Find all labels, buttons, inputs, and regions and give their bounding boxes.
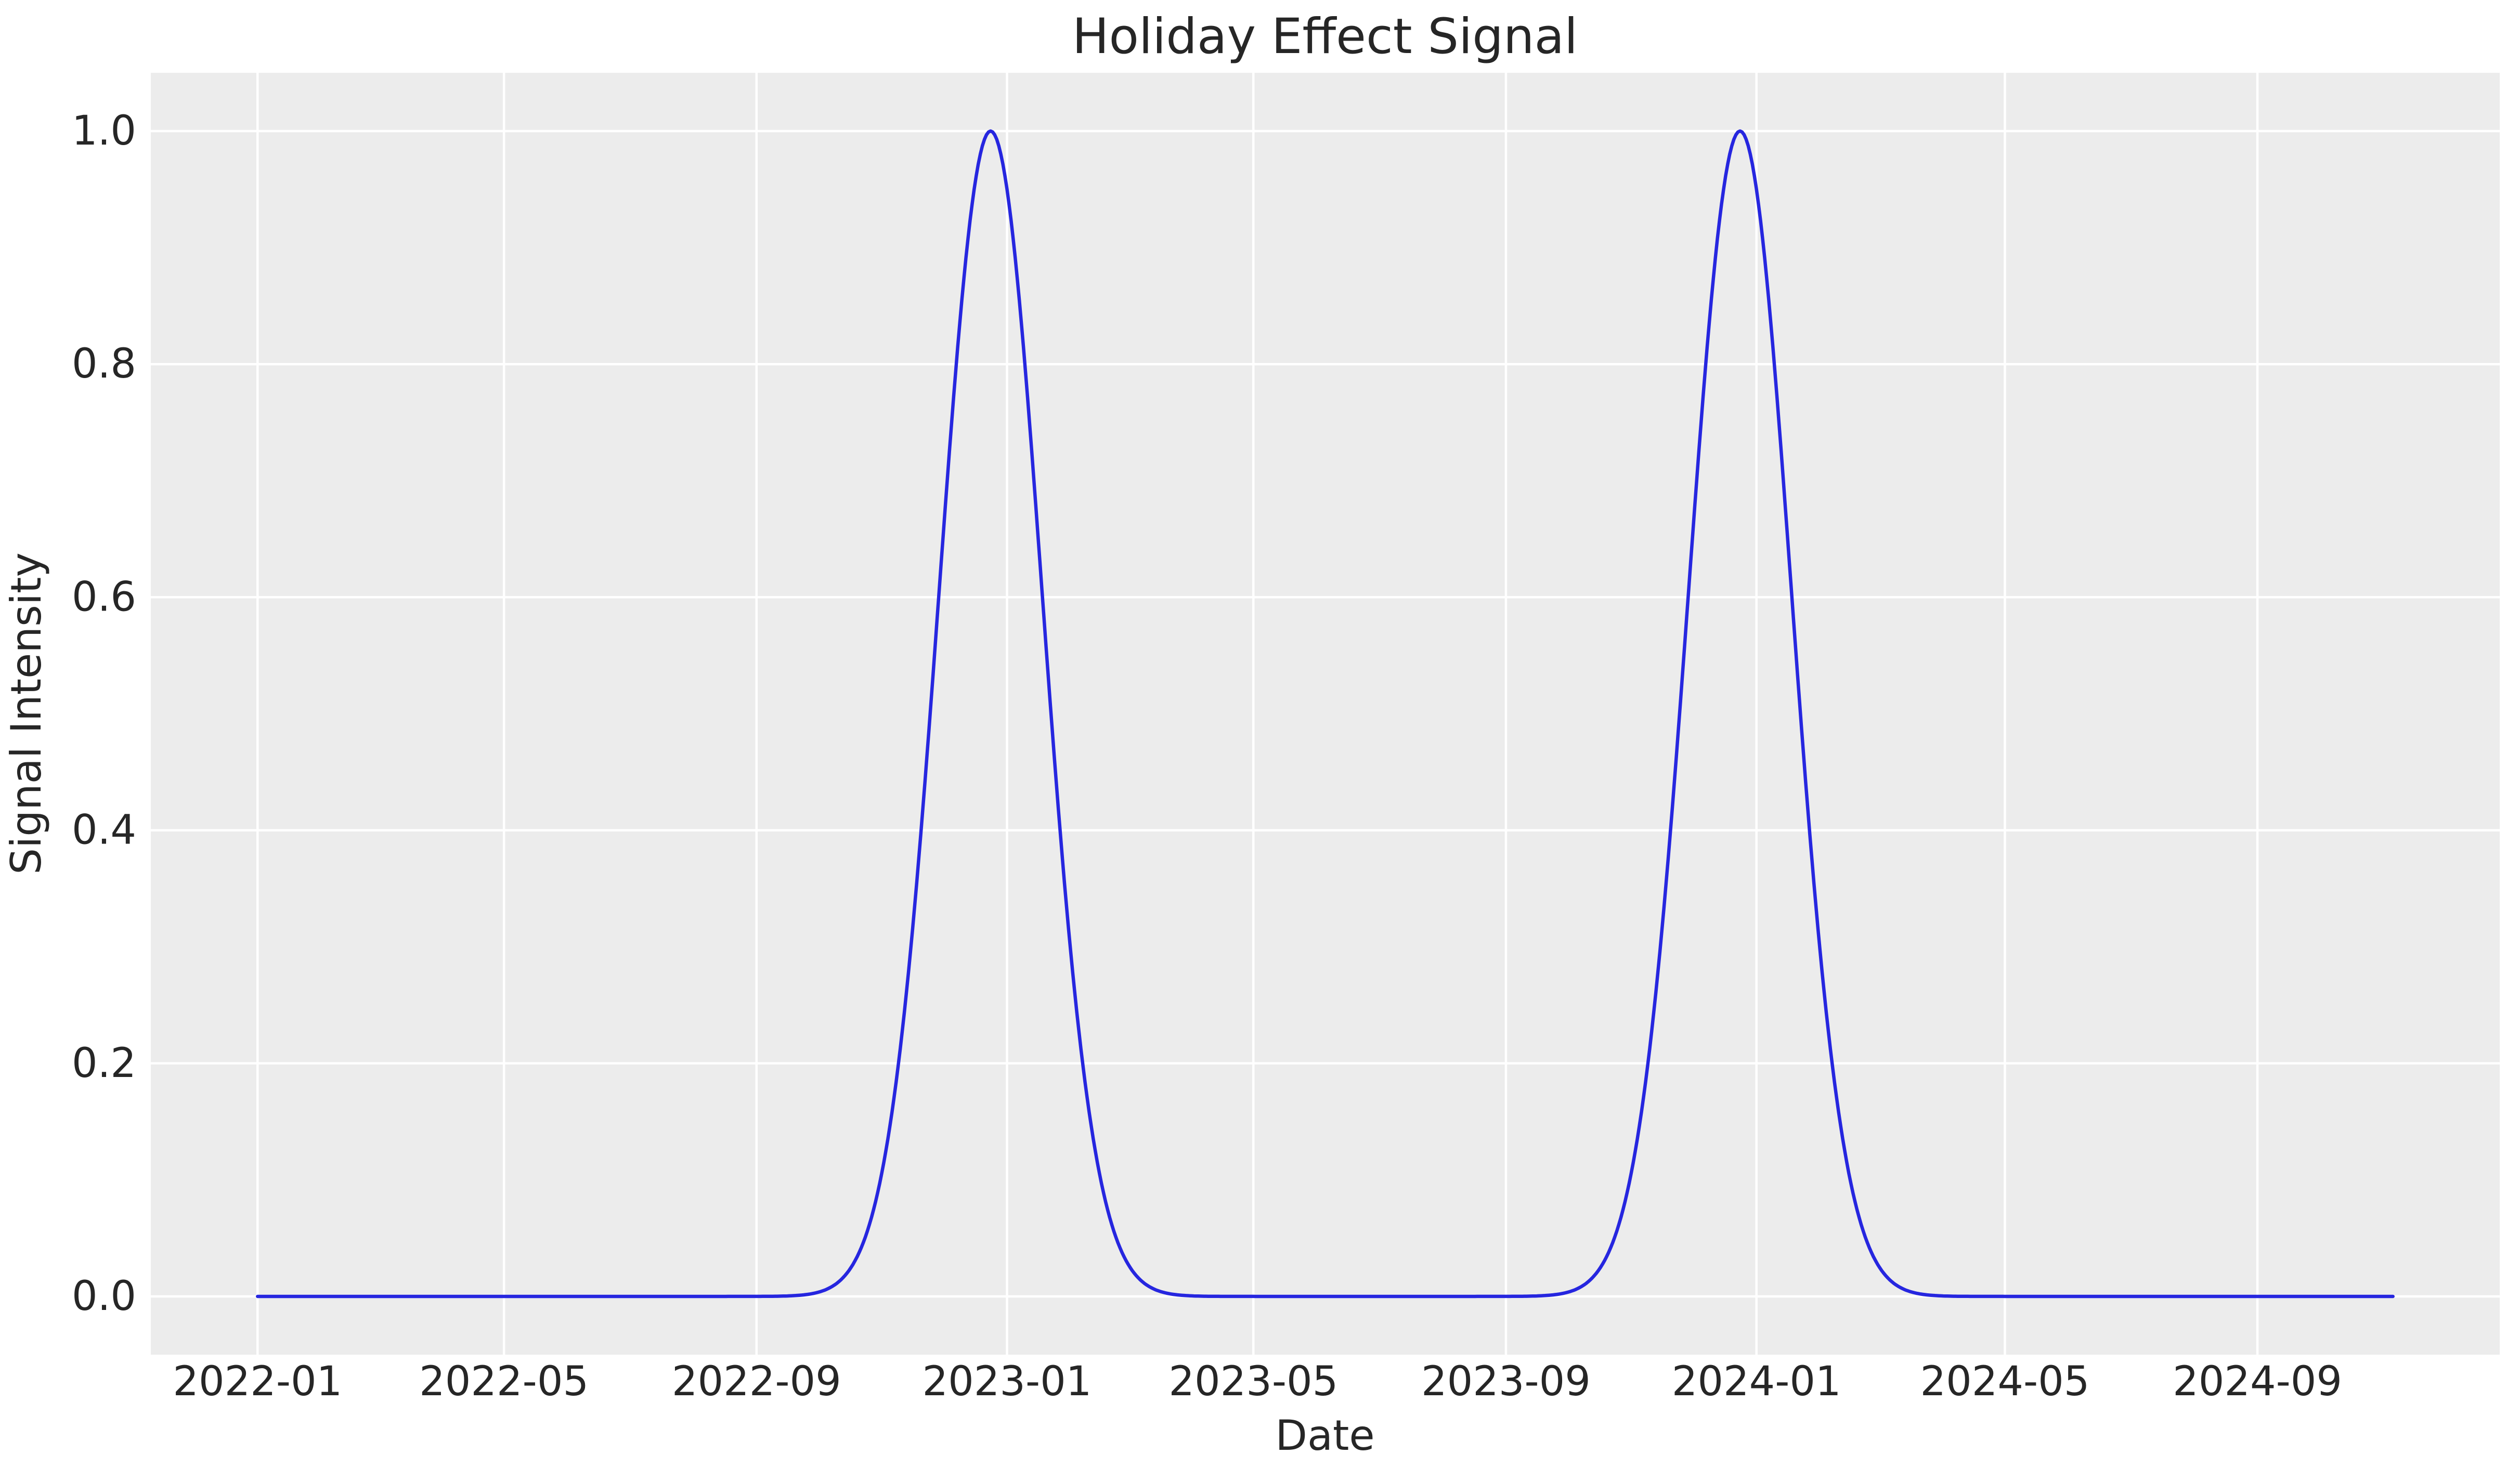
x-tick-labels: 2022-01 2022-05 2022-09 2023-01 2023-05 2023-… xyxy=(173,1358,2342,1405)
y-tick-labels: 0.0 0.2 0.4 0.6 0.8 1.0 xyxy=(72,108,136,1320)
y-tick-label-0.8: 0.8 xyxy=(72,341,136,387)
x-tick-label-2022-05: 2022-05 xyxy=(419,1358,589,1405)
x-tick-label-2023-09: 2023-09 xyxy=(1421,1358,1591,1405)
plot-area xyxy=(151,73,2500,1355)
x-tick-label-2022-01: 2022-01 xyxy=(173,1358,342,1405)
y-tick-label-1.0: 1.0 xyxy=(72,108,136,154)
y-tick-label-0.4: 0.4 xyxy=(72,807,136,854)
y-tick-label-0.2: 0.2 xyxy=(72,1040,136,1087)
y-axis-label: Signal Intensity xyxy=(2,552,50,874)
x-tick-label-2024-05: 2024-05 xyxy=(1920,1358,2089,1405)
x-tick-label-2024-01: 2024-01 xyxy=(1672,1358,1841,1405)
x-tick-label-2022-09: 2022-09 xyxy=(672,1358,841,1405)
x-axis-label: Date xyxy=(1275,1411,1374,1460)
x-tick-label-2024-09: 2024-09 xyxy=(2173,1358,2342,1405)
x-tick-label-2023-01: 2023-01 xyxy=(923,1358,1092,1405)
y-tick-label-0.6: 0.6 xyxy=(72,574,136,620)
series-line-holiday-effect xyxy=(256,129,2395,1299)
chart-title: Holiday Effect Signal xyxy=(1072,8,1578,65)
x-tick-label-2023-05: 2023-05 xyxy=(1168,1358,1338,1405)
y-tick-label-0.0: 0.0 xyxy=(72,1273,136,1320)
